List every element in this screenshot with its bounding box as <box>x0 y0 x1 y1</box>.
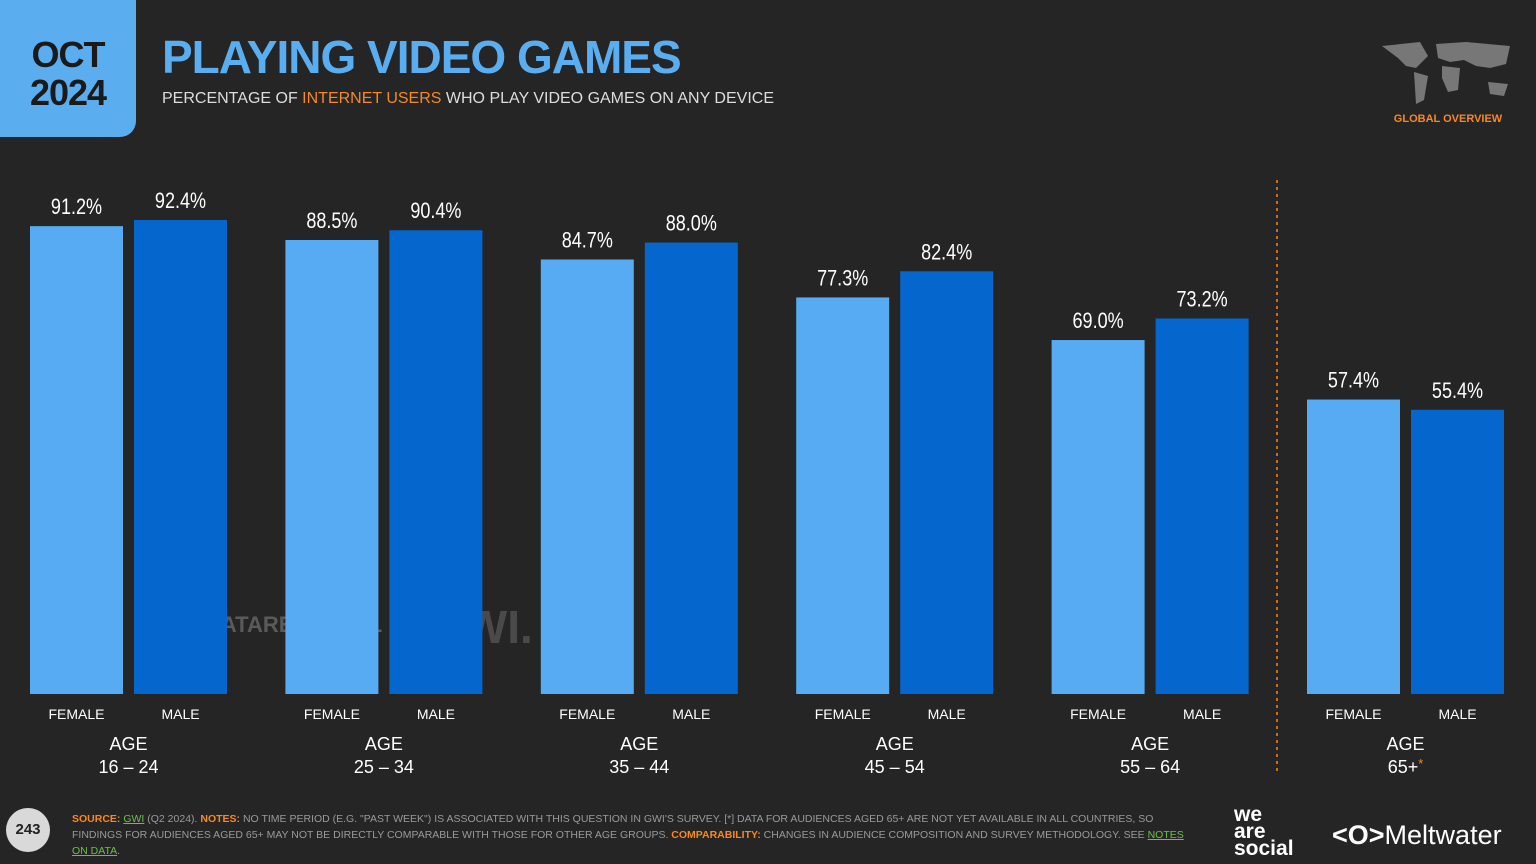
date-badge: OCT 2024 <box>0 0 136 137</box>
bar <box>1051 340 1145 694</box>
series-label: FEMALE <box>559 706 615 722</box>
footer: SOURCE: GWI (Q2 2024). NOTES: NO TIME PE… <box>72 811 1202 859</box>
footer-text: (Q2 2024). <box>144 813 201 825</box>
value-label: 55.4% <box>1432 379 1483 403</box>
category-text: 25 – 34 <box>354 757 414 777</box>
series-label: MALE <box>417 706 455 722</box>
chart: 91.2% FEMALE 92.4% MALE AGE 16 – 24 88.5% FEMAL… <box>30 180 1504 777</box>
value-label: 88.0% <box>666 212 717 236</box>
footer-label: NOTES: <box>200 813 241 825</box>
logo-text: social <box>1234 837 1294 860</box>
logo: we are social <box>1234 803 1294 860</box>
series-label: MALE <box>1183 706 1221 722</box>
bar <box>30 226 123 695</box>
value-label: 92.4% <box>155 189 206 213</box>
group-prefix: AGE <box>1131 734 1169 754</box>
group-prefix: AGE <box>365 734 403 754</box>
category-label: 25 – 34 <box>354 757 414 777</box>
subtitle-part: PERCENTAGE OF <box>162 90 303 107</box>
category-label: 65+* <box>1388 756 1424 777</box>
value-label: 82.4% <box>921 241 972 265</box>
series-label: MALE <box>161 706 199 722</box>
region-label: GLOBAL OVERVIEW <box>1393 113 1503 125</box>
logo-text: are <box>1234 820 1266 843</box>
value-label: 57.4% <box>1328 369 1379 393</box>
footer-label: SOURCE: <box>72 813 124 825</box>
series-label: FEMALE <box>815 706 871 722</box>
category-label: 35 – 44 <box>609 757 669 777</box>
series-label: FEMALE <box>48 706 104 722</box>
bar <box>1411 409 1504 694</box>
bar <box>540 259 634 694</box>
value-label: 88.5% <box>306 209 357 233</box>
badge-month: OCT <box>31 34 106 75</box>
bar <box>900 271 994 694</box>
footer-link[interactable]: GWI <box>123 813 145 825</box>
footnote-marker: * <box>1418 756 1423 771</box>
category-label: 55 – 64 <box>1120 757 1180 777</box>
category-text: 16 – 24 <box>98 757 158 777</box>
group-prefix: AGE <box>109 734 147 754</box>
logo-text: we <box>1234 803 1263 826</box>
group-prefix: AGE <box>1386 734 1424 754</box>
bar <box>1307 399 1400 694</box>
value-label: 77.3% <box>817 267 868 291</box>
footer-text: NO TIME PERIOD (E.G. "PAST WEEK") IS ASS… <box>72 813 1154 841</box>
category-label: 16 – 24 <box>98 757 158 777</box>
bar <box>389 230 483 695</box>
value-label: 84.7% <box>562 229 613 253</box>
category-text: 45 – 54 <box>865 757 925 777</box>
category-text: 65+ <box>1388 757 1419 777</box>
group-prefix: AGE <box>876 734 914 754</box>
footer-text: CHANGES IN AUDIENCE COMPOSITION AND SURV… <box>760 829 1148 841</box>
bar <box>644 242 738 694</box>
category-text: 35 – 44 <box>609 757 669 777</box>
subtitle-highlight: INTERNET USERS <box>302 90 442 107</box>
series-label: FEMALE <box>1070 706 1126 722</box>
subtitle-part: WHO PLAY VIDEO GAMES ON ANY DEVICE <box>441 90 774 107</box>
footer-label: COMPARABILITY: <box>671 829 761 841</box>
subtitle: PERCENTAGE OF INTERNET USERS WHO PLAY VI… <box>162 90 774 108</box>
series-label: FEMALE <box>1325 706 1381 722</box>
value-label: 69.0% <box>1073 309 1124 333</box>
value-label: 91.2% <box>51 196 102 220</box>
bar <box>285 239 379 694</box>
bar <box>1155 318 1249 694</box>
group-prefix: AGE <box>620 734 658 754</box>
series-label: MALE <box>1438 706 1476 722</box>
logo: <O>Meltwater <box>1332 820 1502 850</box>
value-label: 90.4% <box>410 200 461 224</box>
category-label: 45 – 54 <box>865 757 925 777</box>
page-number: 243 <box>6 808 50 852</box>
footer-link[interactable]: NOTES ON DATA <box>72 829 1184 857</box>
value-label: 73.2% <box>1177 288 1228 312</box>
series-label: MALE <box>928 706 966 722</box>
logo-text: Meltwater <box>1384 820 1502 850</box>
world-map-icon <box>1382 42 1510 104</box>
footer-text: . <box>117 845 121 857</box>
category-text: 55 – 64 <box>1120 757 1180 777</box>
bar <box>134 219 227 694</box>
series-label: FEMALE <box>304 706 360 722</box>
bar <box>796 297 890 694</box>
series-label: MALE <box>672 706 710 722</box>
badge-year: 2024 <box>29 72 107 113</box>
title: PLAYING VIDEO GAMES <box>162 31 682 83</box>
